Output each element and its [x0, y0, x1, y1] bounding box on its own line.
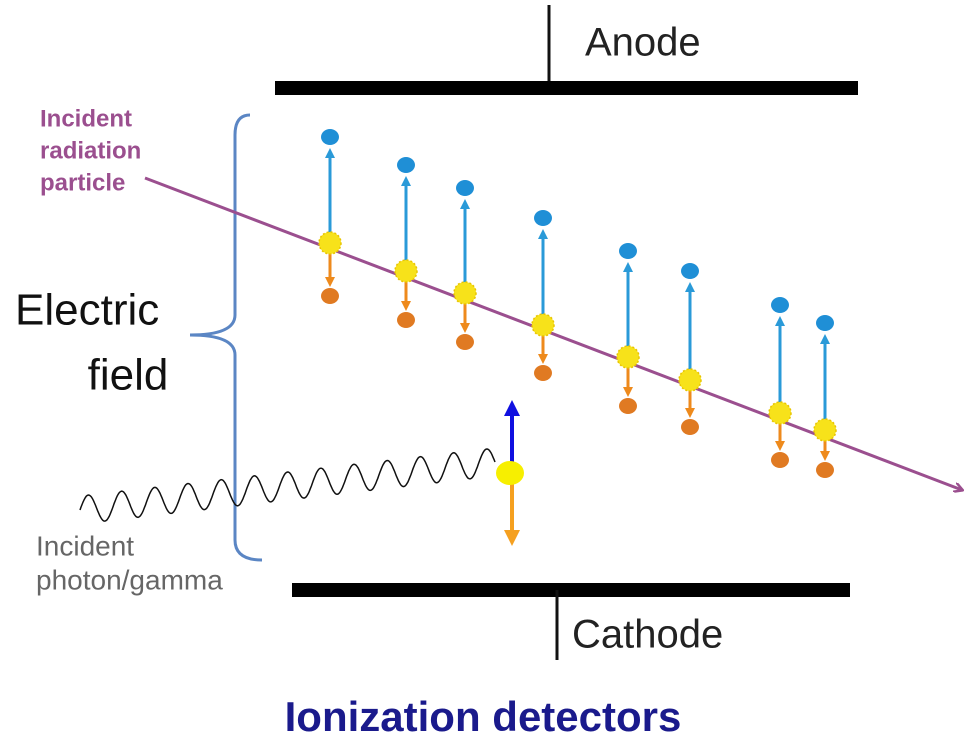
electron	[619, 243, 637, 259]
field-label: Electric	[15, 286, 159, 335]
ion	[681, 419, 699, 435]
photon-label: Incident	[36, 530, 134, 561]
photon-interaction	[496, 461, 524, 485]
ion	[534, 365, 552, 381]
field-bracket	[189, 113, 263, 562]
field-label: field	[88, 351, 169, 400]
ionization-site	[531, 313, 555, 337]
ion	[816, 462, 834, 478]
electron	[816, 315, 834, 331]
ionization-site	[453, 281, 477, 305]
particle-label: Incident	[40, 105, 132, 132]
anode-plate	[275, 81, 858, 95]
electron	[534, 210, 552, 226]
ionization-site	[768, 401, 792, 425]
particle-label: particle	[40, 169, 125, 196]
particle-track	[144, 176, 962, 490]
ion	[397, 312, 415, 328]
ionization-site	[394, 259, 418, 283]
ion	[321, 288, 339, 304]
electron	[321, 129, 339, 145]
caption: Ionization detectors	[285, 693, 682, 740]
photon-label: photon/gamma	[36, 564, 223, 595]
photon-wave	[79, 448, 496, 522]
ionization-site	[318, 231, 342, 255]
cathode-plate	[292, 583, 850, 597]
ionization-site	[678, 368, 702, 392]
ionization-sites	[318, 129, 837, 478]
cathode-label: Cathode	[572, 613, 723, 657]
ionization-site	[813, 418, 837, 442]
ion	[456, 334, 474, 350]
electron	[681, 263, 699, 279]
anode-label: Anode	[585, 21, 701, 65]
electron	[397, 157, 415, 173]
ion	[771, 452, 789, 468]
electron	[771, 297, 789, 313]
electron	[456, 180, 474, 196]
ionization-site	[616, 345, 640, 369]
particle-label: radiation	[40, 137, 141, 164]
ion	[619, 398, 637, 414]
